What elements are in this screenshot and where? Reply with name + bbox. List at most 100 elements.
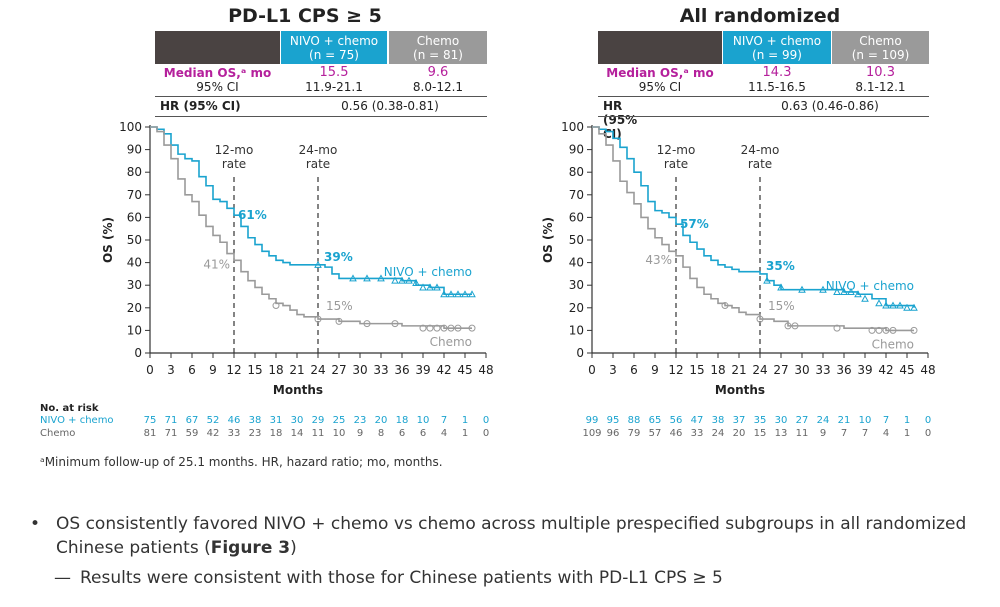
footnote: ᵃMinimum follow-up of 25.1 months. HR, h… [40, 455, 443, 469]
bullet-main: • OS consistently favored NIVO + chemo vs… [30, 512, 970, 560]
bullet-sub: — Results were consistent with those for … [30, 566, 970, 590]
nivo-censor-mark [875, 299, 883, 307]
nivo-censor-mark [833, 287, 841, 295]
chemo-ci: 8.0-12.1 [412, 80, 464, 94]
nivo-censor-mark [363, 274, 371, 282]
figure-ref: Figure 3 [210, 538, 291, 558]
chemo-censor-mark [833, 324, 841, 332]
y-tick-label: 60 [569, 210, 584, 224]
x-tick-label: 6 [188, 363, 196, 377]
at-risk-chemo-value: 4 [883, 428, 889, 439]
at-risk-nivo-value: 71 [165, 415, 178, 426]
y-tick-label: 10 [569, 323, 584, 337]
header-chemo-name: Chemo [859, 34, 902, 48]
chemo-censor-mark [272, 302, 280, 310]
y-tick-label: 100 [119, 120, 142, 134]
x-tick-label: 3 [167, 363, 175, 377]
at-risk-nivo-value: 20 [375, 415, 388, 426]
at-risk-chemo-value: 15 [754, 428, 767, 439]
at-risk-chemo-value: 6 [420, 428, 426, 439]
at-risk-nivo-value: 10 [417, 415, 430, 426]
nivo-censor-mark [314, 260, 322, 268]
rate-label: 24-mo [741, 143, 780, 157]
nivo-24mo-rate: 39% [324, 250, 353, 264]
y-tick-label: 100 [561, 120, 584, 134]
at-risk-chemo-value: 10 [333, 428, 346, 439]
nivo-12mo-rate: 57% [680, 217, 709, 231]
nivo-censor-mark [854, 290, 862, 298]
x-tick-label: 0 [588, 363, 596, 377]
panel-all-randomized: All randomized NIVO + chemo (n = 99) Che… [0, 0, 929, 470]
nivo-censor-mark [349, 274, 357, 282]
nivo-ci: 11.5-16.5 [748, 80, 806, 94]
x-tick-label: 39 [415, 363, 430, 377]
x-tick-label: 27 [773, 363, 788, 377]
y-tick-label: 0 [576, 346, 584, 360]
rate-label: rate [664, 157, 688, 171]
median-os-label: Median OS,ᵃ mo [606, 66, 714, 80]
chemo-censor-mark [433, 324, 441, 332]
at-risk-chemo-value: 7 [841, 428, 847, 439]
header-nivo-cell: NIVO + chemo (n = 99) [723, 31, 831, 64]
y-tick-label: 70 [569, 188, 584, 202]
at-risk-nivo-value: 35 [754, 415, 767, 426]
nivo-censor-mark [889, 301, 897, 309]
at-risk-title: No. at risk [40, 403, 99, 414]
header-nivo-name: NIVO + chemo [289, 34, 379, 48]
y-tick-label: 30 [569, 278, 584, 292]
y-tick-label: 10 [127, 323, 142, 337]
at-risk-nivo-value: 1 [904, 415, 910, 426]
chemo-censor-mark [419, 324, 427, 332]
chemo-censor-mark [363, 320, 371, 328]
at-risk-chemo-value: 1 [904, 428, 910, 439]
at-risk-nivo-value: 24 [817, 415, 830, 426]
header-chemo-cell: Chemo (n = 109) [832, 31, 929, 64]
nivo-median: 15.5 [319, 65, 349, 80]
chemo-censor-mark [468, 324, 476, 332]
nivo-censor-mark [847, 287, 855, 295]
nivo-censor-mark [882, 301, 890, 309]
nivo-censor-mark [777, 283, 785, 291]
nivo-censor-mark [440, 290, 448, 298]
y-axis-label: OS (%) [101, 217, 115, 263]
ci-label: 95% CI [196, 80, 239, 94]
chemo-censor-mark [454, 324, 462, 332]
at-risk-nivo-value: 46 [228, 415, 241, 426]
at-risk-chemo-value: 8 [378, 428, 384, 439]
x-tick-label: 15 [247, 363, 262, 377]
table-bottom-line [598, 116, 929, 117]
x-tick-label: 12 [226, 363, 241, 377]
chemo-censor-mark [756, 315, 764, 323]
x-tick-label: 21 [731, 363, 746, 377]
at-risk-chemo-value: 14 [291, 428, 304, 439]
y-tick-label: 90 [569, 143, 584, 157]
nivo-series-label: NIVO + chemo [384, 265, 472, 279]
chemo-series-label: Chemo [430, 335, 472, 349]
nivo-censor-mark [398, 276, 406, 284]
y-tick-label: 70 [127, 188, 142, 202]
at-risk-nivo-value: 1 [462, 415, 468, 426]
x-tick-label: 12 [668, 363, 683, 377]
hr-label: HR (95% CI) [160, 99, 241, 113]
chemo-censor-mark [791, 322, 799, 330]
header-chemo-name: Chemo [416, 34, 460, 48]
y-tick-label: 90 [127, 143, 142, 157]
bullet-list: • OS consistently favored NIVO + chemo vs… [30, 512, 970, 590]
at-risk-chemo-value: 4 [441, 428, 447, 439]
y-tick-label: 40 [127, 256, 142, 270]
chemo-censor-mark [875, 326, 883, 334]
nivo-censor-mark [840, 287, 848, 295]
y-tick-label: 50 [569, 233, 584, 247]
x-tick-label: 36 [394, 363, 409, 377]
at-risk-chemo-value: 42 [207, 428, 220, 439]
nivo-censor-mark [447, 290, 455, 298]
rate-label: rate [222, 157, 246, 171]
nivo-ci: 11.9-21.1 [305, 80, 363, 94]
nivo-curve [150, 126, 472, 296]
table-divider [598, 96, 929, 97]
at-risk-chemo-value: 59 [186, 428, 199, 439]
nivo-censor-mark [391, 276, 399, 284]
x-tick-label: 21 [289, 363, 304, 377]
x-tick-label: 33 [373, 363, 388, 377]
